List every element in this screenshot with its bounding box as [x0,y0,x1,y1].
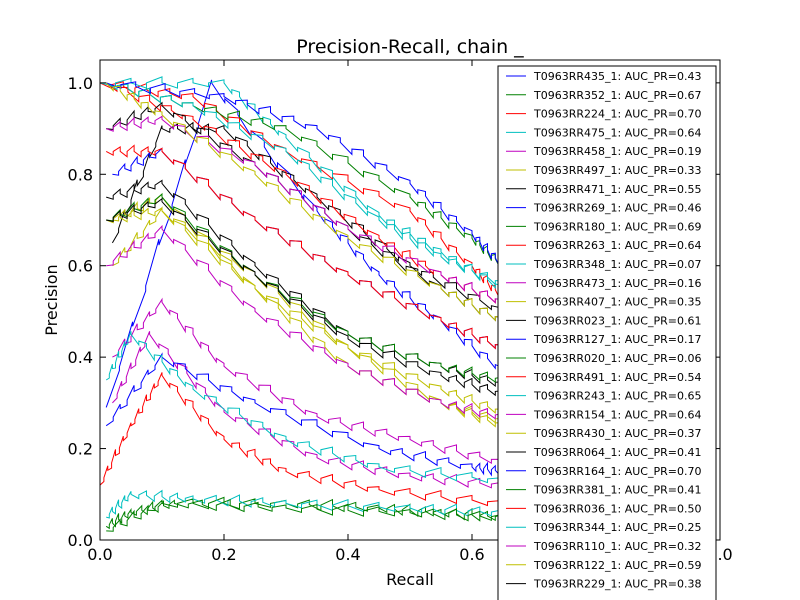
series-line-26 [106,224,504,420]
series-line-15 [105,352,504,477]
legend-entry: T0963RR344_1: AUC_PR=0.25 [533,521,701,534]
x-tick-label: 0.0 [87,545,112,564]
legend-entry: T0963RR064_1: AUC_PR=0.41 [533,446,701,459]
x-axis-title: Recall [386,570,434,589]
y-tick-label: 0.2 [68,440,93,459]
series-line-20 [106,207,504,414]
series-line-18 [105,82,504,286]
legend-entry: T0963RR430_1: AUC_PR=0.37 [533,427,701,440]
series-line-25 [105,331,504,484]
legend-entry: T0963RR127_1: AUC_PR=0.17 [533,333,701,346]
series-line-5 [112,297,504,465]
legend-entry: T0963RR497_1: AUC_PR=0.33 [533,164,701,177]
legend-entry: T0963RR023_1: AUC_PR=0.61 [533,314,701,327]
legend-entry: T0963RR352_1: AUC_PR=0.67 [533,89,701,102]
series-line-3 [100,81,504,298]
series-line-6 [112,206,504,424]
series-line-19 [106,115,504,304]
legend-entry: T0963RR381_1: AUC_PR=0.41 [533,484,701,497]
axes-frame [99,59,721,541]
series-line-12 [112,331,504,489]
y-tick-label: 0.8 [68,165,93,184]
legend-entry: T0963RR243_1: AUC_PR=0.65 [533,390,701,403]
legend-entry: T0963RR224_1: AUC_PR=0.70 [533,108,701,121]
y-tick-label: 0.6 [68,257,93,276]
y-tick-label: 1.0 [68,74,93,93]
legend-entry: T0963RR110_1: AUC_PR=0.32 [533,540,701,553]
legend-entry: T0963RR263_1: AUC_PR=0.64 [533,239,701,252]
legend-entry: T0963RR122_1: AUC_PR=0.59 [533,559,701,572]
series-line-28 [106,197,504,397]
x-tick-label: 0.4 [335,545,360,564]
series-line-16 [105,498,504,530]
series-line-1 [105,79,504,408]
series-group [100,76,504,532]
y-axis-title: Precision [42,264,61,335]
legend-entry: T0963RR269_1: AUC_PR=0.46 [533,202,701,215]
legend-entry: T0963RR471_1: AUC_PR=0.55 [533,183,701,196]
legend-entry: T0963RR164_1: AUC_PR=0.70 [533,465,701,478]
ticks-group: 0.0 0.2 0.4 0.6 1.00.00.20.40.60.81.0 [68,60,733,564]
legend-entry: T0963RR229_1: AUC_PR=0.38 [533,578,701,591]
series-line-17 [105,144,504,350]
legend-entry: T0963RR036_1: AUC_PR=0.50 [533,502,701,515]
legend-entry: T0963RR458_1: AUC_PR=0.19 [533,145,701,158]
series-line-11 [106,489,504,519]
legend-entry: T0963RR473_1: AUC_PR=0.16 [533,277,701,290]
x-tick-label: 0.2 [211,545,236,564]
legend-entry: T0963RR180_1: AUC_PR=0.69 [533,220,701,233]
series-line-24 [100,372,504,507]
series-line-27 [105,82,504,322]
series-line-22 [106,81,504,266]
legend-box [497,65,717,600]
series-line-4 [100,76,504,290]
legend-entry: T0963RR491_1: AUC_PR=0.54 [533,371,701,384]
y-tick-label: 0.0 [68,531,93,550]
legend-entry: T0963RR435_1: AUC_PR=0.43 [533,70,701,83]
legend-entry: T0963RR154_1: AUC_PR=0.64 [533,408,701,421]
legend-entry: T0963RR020_1: AUC_PR=0.06 [533,352,701,365]
series-line-13 [112,192,504,428]
legend-entry: T0963RR475_1: AUC_PR=0.64 [533,126,701,139]
legend: T0963RR435_1: AUC_PR=0.43 T0963RR352_1: A… [497,65,717,600]
legend-entry: T0963RR348_1: AUC_PR=0.07 [533,258,701,271]
legend-entry: T0963RR407_1: AUC_PR=0.35 [533,296,701,309]
y-tick-label: 0.4 [68,348,93,367]
chart-title: Precision-Recall, chain _ [296,36,524,58]
x-tick-label: 0.6 [459,545,484,564]
